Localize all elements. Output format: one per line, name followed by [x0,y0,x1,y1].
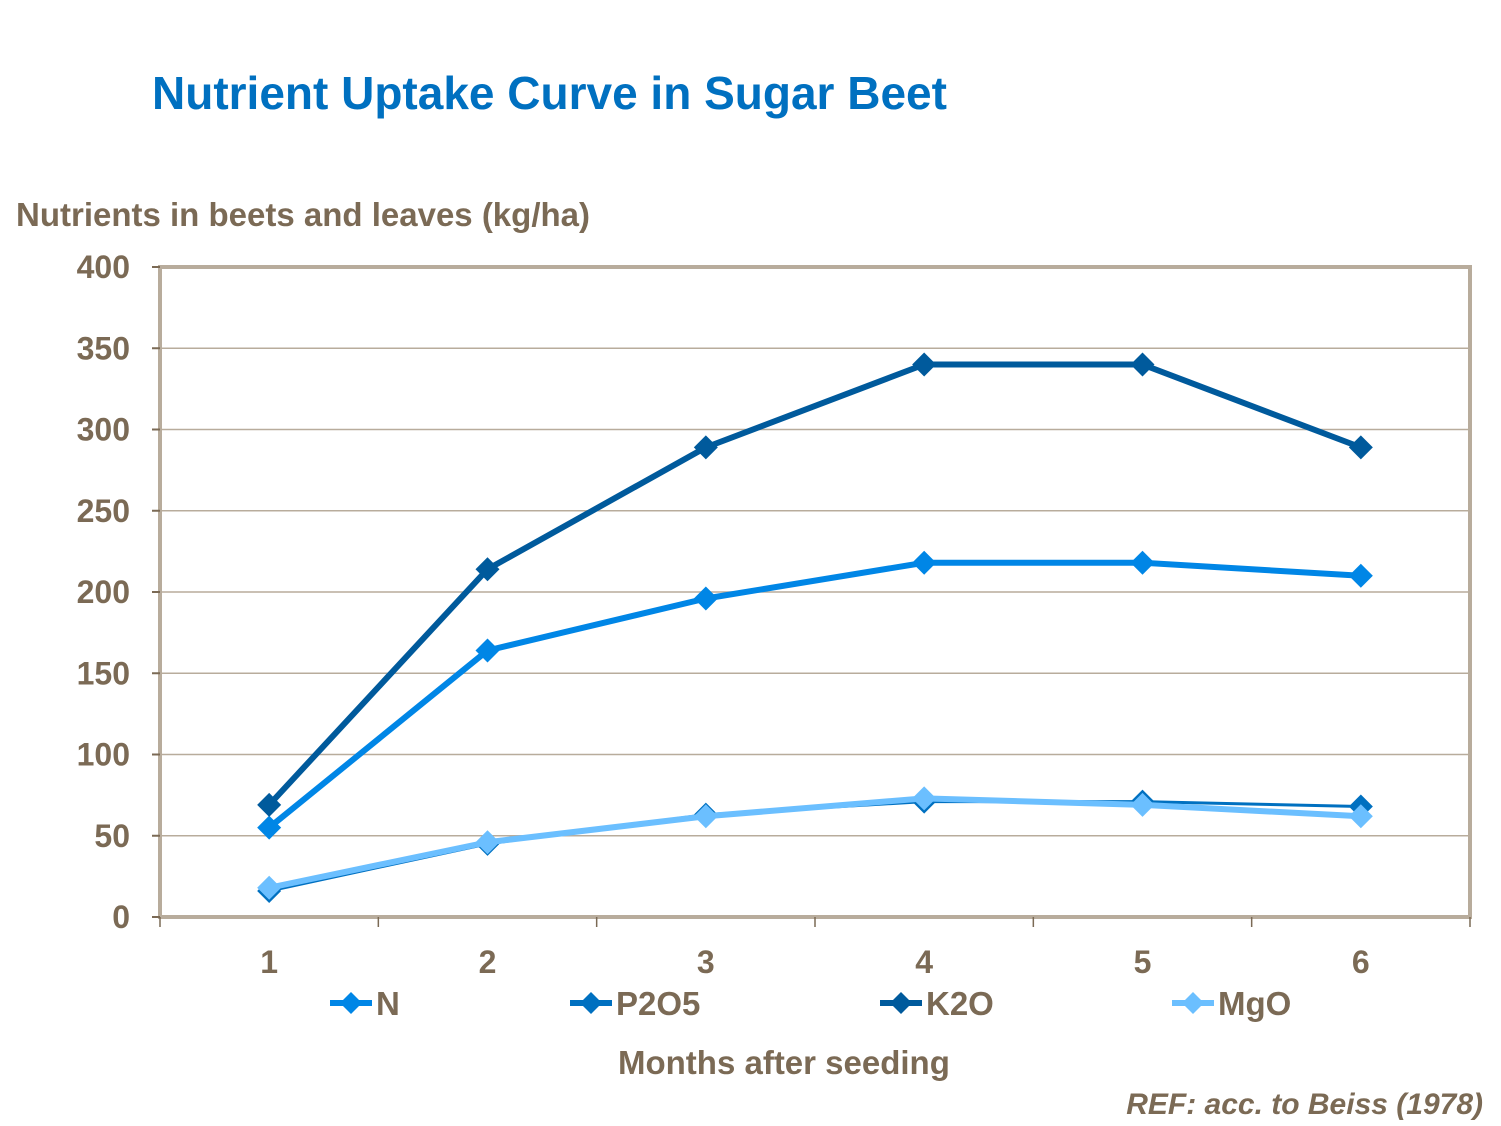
data-point-mgo [912,786,937,811]
series-line-n [267,559,1362,830]
data-point-n [475,638,500,663]
x-tick-label: 5 [1134,944,1152,980]
legend-label-n: N [376,985,400,1022]
y-tick-label: 50 [94,818,130,854]
x-axis-label: Months after seeding [618,1044,950,1081]
y-tick-label: 350 [77,330,130,366]
data-point-n [912,550,937,575]
series-line-k2o [266,361,1362,807]
x-tick-label: 1 [260,944,278,980]
y-tick-label: 0 [112,899,130,935]
data-point-k2o [1348,435,1373,460]
legend-marker-mgo [1182,992,1204,1014]
y-axis-label: Nutrients in beets and leaves (kg/ha) [16,196,590,233]
reference-note: REF: acc. to Beiss (1978) [1126,1088,1483,1121]
legend-label-mgo: MgO [1218,985,1291,1022]
x-tick-label: 6 [1352,944,1370,980]
y-tick-label: 300 [77,412,130,448]
legend-label-k2o: K2O [926,985,994,1022]
data-point-mgo [1130,792,1155,817]
data-point-mgo [475,830,500,855]
data-point-k2o [1130,352,1155,377]
legend-marker-k2o [890,992,912,1014]
y-tick-label: 200 [77,574,130,610]
data-point-mgo [257,875,282,900]
legend-label-p2o5: P2O5 [616,985,700,1022]
x-tick-label: 4 [915,944,933,980]
data-point-n [1130,550,1155,575]
data-point-k2o [912,352,937,377]
y-tick-label: 150 [77,655,130,691]
data-point-k2o [693,435,718,460]
series-line-mgo [268,795,1361,891]
data-point-n [693,586,718,611]
y-tick-label: 400 [77,249,130,285]
legend-marker-n [340,992,362,1014]
data-point-k2o [257,792,282,817]
data-point-k2o [475,557,500,582]
y-tick-label: 100 [77,737,130,773]
x-tick-label: 3 [697,944,715,980]
legend-marker-p2o5 [580,992,602,1014]
chart-title: Nutrient Uptake Curve in Sugar Beet [152,67,947,119]
data-point-n [257,815,282,840]
data-point-n [1348,563,1373,588]
data-point-mgo [693,804,718,829]
x-tick-label: 2 [479,944,497,980]
y-tick-label: 250 [77,493,130,529]
data-point-mgo [1348,804,1373,829]
